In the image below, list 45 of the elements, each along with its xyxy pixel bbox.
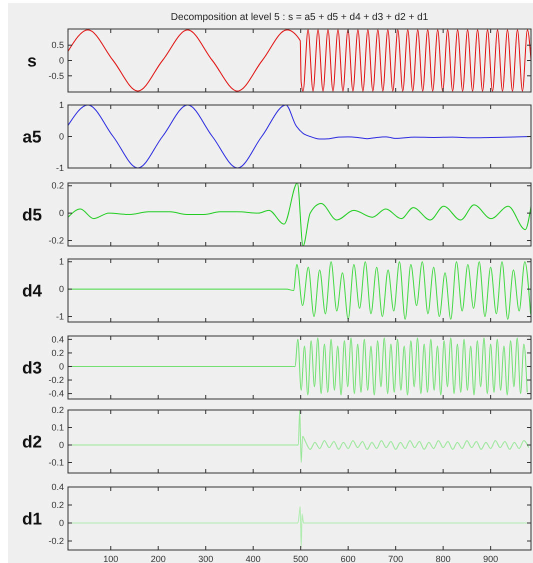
x-tick-label: 600 [340, 554, 356, 563]
x-tick-label: 800 [436, 554, 451, 563]
y-tick-label: -1 [56, 312, 64, 322]
y-tick-label: 0 [58, 132, 64, 142]
y-tick-label: 0.2 [51, 180, 64, 191]
y-tick-label: 0.1 [51, 422, 64, 432]
y-tick-label: 0 [58, 518, 64, 528]
y-tick-label: -0.2 [48, 536, 64, 546]
y-tick-label: -0.2 [48, 375, 64, 386]
y-tick-label: 0 [58, 440, 64, 450]
x-tick-label: 100 [103, 554, 118, 563]
y-axis-title: a5 [22, 128, 42, 146]
y-axis-title: s [27, 52, 37, 70]
y-axis-title: d1 [22, 510, 42, 528]
y-tick-label: 0.2 [51, 405, 64, 415]
line-series [68, 183, 531, 246]
x-tick-label: 300 [198, 554, 214, 563]
y-axis-title: d4 [22, 282, 42, 300]
x-tick-label: 900 [483, 554, 498, 563]
y-tick-label: -1 [56, 163, 64, 173]
x-tick-label: 500 [293, 554, 308, 563]
y-tick-label: -0.5 [48, 70, 64, 81]
x-tick-label: 200 [150, 554, 166, 563]
y-axis-title: d3 [22, 358, 42, 378]
y-tick-label: -0.1 [48, 458, 64, 468]
line-series [68, 105, 531, 168]
y-tick-label: 0.4 [51, 334, 64, 344]
chart-title: Decomposition at level 5 : s = a5 + d5 + d4 + d3 + d2 + d1 [170, 12, 429, 23]
x-tick-label: 700 [388, 554, 404, 563]
y-axis-title: d2 [22, 432, 42, 452]
y-tick-label: 0 [58, 284, 64, 294]
y-tick-label: 0.5 [51, 40, 64, 50]
y-tick-label: 1 [58, 256, 64, 267]
line-series [68, 29, 531, 92]
y-tick-label: 0.2 [51, 348, 64, 358]
y-tick-label: -0.4 [48, 388, 64, 399]
y-tick-label: 0 [58, 208, 64, 218]
y-axis-title: d5 [22, 206, 42, 224]
y-tick-label: 0.2 [51, 500, 64, 510]
x-tick-label: 400 [246, 554, 261, 563]
y-tick-label: -0.2 [48, 236, 64, 246]
y-tick-label: 0 [58, 56, 64, 66]
y-tick-label: 0.4 [51, 482, 64, 492]
y-tick-label: 1 [58, 100, 64, 110]
y-tick-label: 0 [58, 361, 64, 372]
